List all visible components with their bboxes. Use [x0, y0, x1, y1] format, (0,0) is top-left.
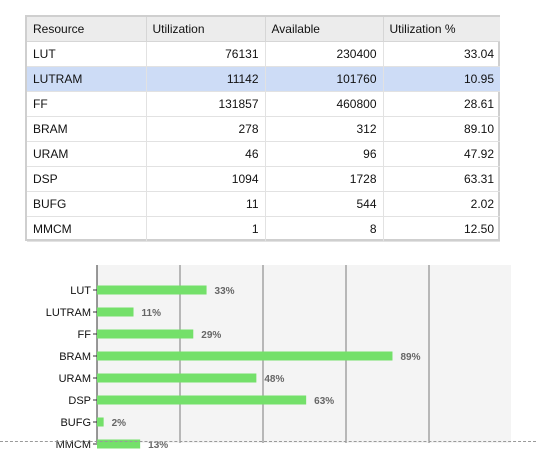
- table-row-selected[interactable]: LUTRAM 11142 101760 10.95: [27, 66, 500, 92]
- chart-bottom-divider: [0, 441, 536, 442]
- cell-resource: MMCM: [27, 216, 147, 242]
- cell-resource: LUT: [27, 41, 147, 67]
- cell-available: 101760: [265, 66, 384, 92]
- bar: [97, 329, 194, 339]
- cell-utilization-percent: 89.10: [383, 116, 500, 142]
- cell-utilization-percent: 10.95: [383, 66, 500, 92]
- category-label: MMCM: [56, 439, 91, 451]
- cell-utilization: 76131: [146, 41, 266, 67]
- data-label: 89%: [400, 352, 420, 363]
- cell-utilization: 1: [146, 216, 266, 242]
- cell-utilization-percent: 28.61: [383, 91, 500, 117]
- bar: [97, 373, 257, 383]
- column-header-utilization-percent[interactable]: Utilization %: [383, 17, 500, 42]
- category-label: LUTRAM: [46, 307, 91, 319]
- bar: [97, 351, 393, 361]
- cell-utilization: 11: [146, 191, 266, 217]
- data-label: 48%: [264, 374, 284, 385]
- category-label: FF: [78, 329, 92, 341]
- bar: [97, 395, 307, 405]
- table-header-row: Resource Utilization Available Utilizati…: [27, 17, 500, 42]
- cell-resource: DSP: [27, 166, 147, 192]
- data-label: 2%: [112, 418, 127, 429]
- cell-utilization: 11142: [146, 66, 266, 92]
- category-label: BRAM: [59, 351, 91, 363]
- cell-available: 8: [265, 216, 384, 242]
- column-header-utilization[interactable]: Utilization: [146, 17, 266, 42]
- table-row[interactable]: MMCM 1 8 12.50: [27, 216, 500, 242]
- cell-utilization: 278: [146, 116, 266, 142]
- utilization-table-panel: Resource Utilization Available Utilizati…: [25, 15, 500, 242]
- data-label: 63%: [314, 396, 334, 407]
- category-label: URAM: [59, 373, 91, 385]
- cell-resource: URAM: [27, 141, 147, 167]
- table-row[interactable]: LUT 76131 230400 33.04: [27, 41, 500, 67]
- cell-available: 312: [265, 116, 384, 142]
- table-row[interactable]: URAM 46 96 47.92: [27, 141, 500, 167]
- bar: [97, 417, 104, 427]
- cell-utilization-percent: 33.04: [383, 41, 500, 67]
- cell-available: 544: [265, 191, 384, 217]
- cell-utilization-percent: 12.50: [383, 216, 500, 242]
- data-label: 33%: [215, 286, 235, 297]
- cell-utilization: 131857: [146, 91, 266, 117]
- cell-resource: FF: [27, 91, 147, 117]
- data-label: 29%: [201, 330, 221, 341]
- utilization-table: Resource Utilization Available Utilizati…: [27, 17, 500, 242]
- table-row[interactable]: BRAM 278 312 89.10: [27, 116, 500, 142]
- cell-utilization-percent: 2.02: [383, 191, 500, 217]
- data-label: 13%: [148, 440, 168, 451]
- cell-available: 230400: [265, 41, 384, 67]
- cell-resource: LUTRAM: [27, 66, 147, 92]
- cell-available: 96: [265, 141, 384, 167]
- column-header-resource[interactable]: Resource: [27, 17, 147, 42]
- cell-resource: BRAM: [27, 116, 147, 142]
- bar: [97, 307, 134, 317]
- cell-resource: BUFG: [27, 191, 147, 217]
- category-label: DSP: [68, 395, 91, 407]
- table-row[interactable]: FF 131857 460800 28.61: [27, 91, 500, 117]
- cell-utilization-percent: 47.92: [383, 141, 500, 167]
- bar: [97, 439, 141, 449]
- cell-utilization: 46: [146, 141, 266, 167]
- data-label: 11%: [142, 308, 162, 319]
- category-label: BUFG: [60, 417, 91, 429]
- column-header-available[interactable]: Available: [265, 17, 384, 42]
- table-row[interactable]: DSP 1094 1728 63.31: [27, 166, 500, 192]
- cell-available: 460800: [265, 91, 384, 117]
- cell-utilization-percent: 63.31: [383, 166, 500, 192]
- category-label: LUT: [70, 285, 91, 297]
- cell-available: 1728: [265, 166, 384, 192]
- table-row[interactable]: BUFG 11 544 2.02: [27, 191, 500, 217]
- bar: [97, 285, 207, 295]
- cell-utilization: 1094: [146, 166, 266, 192]
